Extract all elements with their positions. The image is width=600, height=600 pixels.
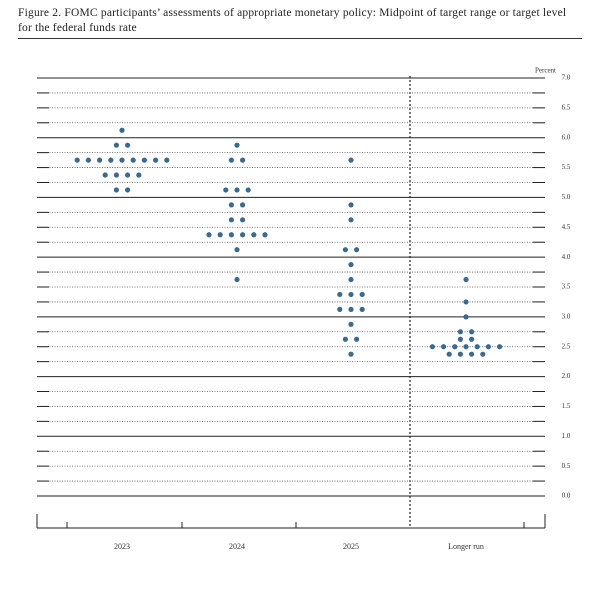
dot (342, 336, 348, 342)
dot (497, 344, 503, 350)
dot (429, 344, 435, 350)
dot (164, 157, 170, 163)
y-tick-label: 3.0 (562, 312, 571, 320)
dot (125, 142, 131, 148)
dot (469, 336, 475, 342)
dot (136, 172, 142, 178)
dot (337, 306, 343, 312)
dot (463, 276, 469, 283)
dot (354, 336, 360, 342)
y-tick-label: 2.5 (562, 342, 571, 350)
dot (463, 344, 469, 350)
y-tick-label: 4.5 (562, 223, 571, 231)
dot (240, 157, 246, 163)
dot (153, 157, 159, 163)
dot (348, 202, 354, 208)
dot (234, 142, 240, 148)
y-tick-label: 0.5 (562, 462, 571, 470)
dot (348, 217, 354, 223)
y-tick-label: 6.5 (562, 103, 571, 111)
dot (359, 291, 365, 298)
dot (240, 232, 246, 238)
dot (348, 321, 354, 327)
dot (474, 344, 480, 350)
y-tick-label: 6.0 (562, 133, 571, 141)
dot (234, 276, 240, 283)
dot (441, 344, 447, 350)
dot (130, 157, 136, 163)
dot (240, 202, 246, 208)
dot (342, 247, 348, 253)
dot (251, 232, 257, 238)
dot (125, 172, 131, 178)
dot (119, 157, 125, 163)
dot (463, 299, 469, 305)
y-tick-label: 0.0 (562, 492, 571, 500)
y-tick-label: 1.5 (562, 402, 571, 410)
dot (74, 157, 80, 163)
dot (85, 157, 91, 163)
chart-title: Figure 2. FOMC participants’ assessments… (18, 7, 567, 34)
dot (457, 336, 463, 342)
dot (113, 187, 119, 193)
dot (446, 351, 452, 357)
y-tick-label: 3.5 (562, 283, 571, 291)
dot (141, 157, 147, 163)
dot (337, 291, 343, 298)
dot (469, 329, 475, 335)
dot (228, 232, 234, 238)
y-tick-label: 5.5 (562, 163, 571, 171)
dot (223, 187, 229, 193)
dot (480, 351, 486, 357)
x-tick-label: 2023 (114, 542, 130, 551)
dot (359, 306, 365, 312)
dot (240, 217, 246, 223)
dot (348, 351, 354, 357)
y-tick-label: 5.0 (562, 193, 571, 201)
dot (348, 276, 354, 283)
dot (354, 247, 360, 253)
dot (228, 217, 234, 223)
dot (113, 142, 119, 148)
dot (485, 344, 491, 350)
dot (469, 351, 475, 357)
x-tick-label: 2025 (343, 542, 359, 551)
dot (463, 314, 469, 320)
dot (228, 202, 234, 208)
dot (108, 157, 114, 163)
dot (206, 232, 212, 238)
dot (234, 187, 240, 193)
dot (245, 187, 251, 193)
dot (457, 329, 463, 335)
dot (102, 172, 108, 178)
y-tick-label: 2.0 (562, 372, 571, 380)
dot (457, 351, 463, 357)
dot (262, 232, 268, 238)
dot (348, 306, 354, 312)
x-tick-label: Longer run (448, 542, 484, 551)
dot (125, 187, 131, 193)
dot (234, 247, 240, 253)
dot (97, 157, 103, 163)
y-tick-label: 1.0 (562, 432, 571, 440)
title-rule (18, 38, 582, 39)
dot (348, 291, 354, 298)
dot (119, 127, 125, 133)
dot (228, 157, 234, 163)
dot (348, 262, 354, 268)
y-tick-label: 4.0 (562, 253, 571, 261)
dot (348, 157, 354, 163)
dot (452, 344, 458, 350)
y-tick-label: 7.0 (562, 74, 571, 82)
dot (113, 172, 119, 178)
y-axis-label: Percent (535, 67, 556, 75)
x-tick-label: 2024 (229, 542, 245, 551)
dot (217, 232, 223, 238)
